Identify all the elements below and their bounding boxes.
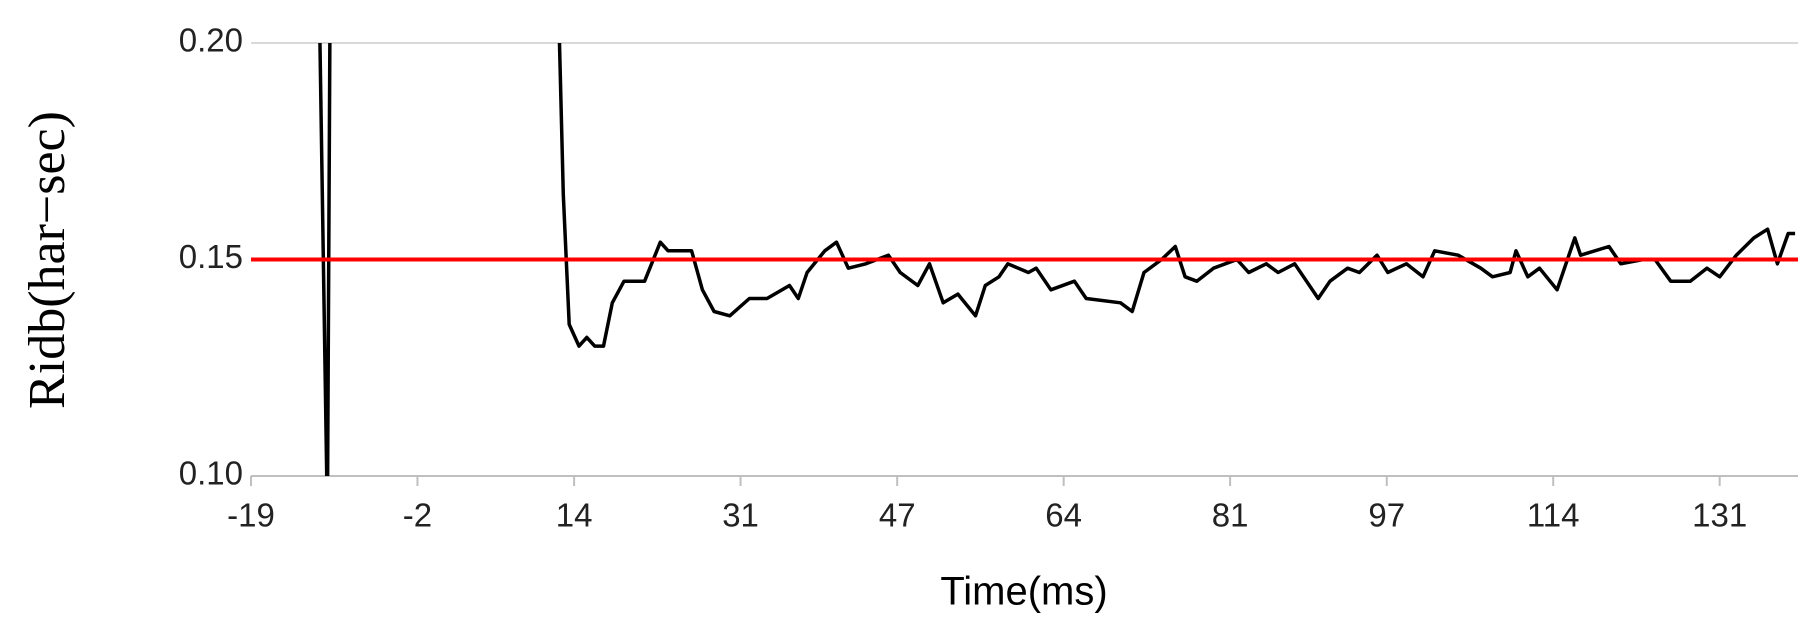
x-tick-label: 97 [1368, 497, 1405, 534]
x-tick-label: 81 [1212, 497, 1249, 534]
x-tick-label: -2 [403, 497, 432, 534]
y-axis-label: Ridb(har−sec) [19, 111, 76, 409]
y-tick-label: 0.15 [179, 238, 243, 275]
x-tick-label: 47 [879, 497, 916, 534]
x-tick-label: 14 [556, 497, 593, 534]
x-axis-label: Time(ms) [940, 570, 1107, 614]
x-tick-label: 64 [1045, 497, 1082, 534]
x-tick-label: 31 [722, 497, 759, 534]
y-tick-label: 0.10 [179, 455, 243, 492]
x-tick-label: -19 [227, 497, 275, 534]
x-tick-label: 114 [1527, 497, 1580, 534]
y-tick-label: 0.20 [179, 22, 243, 59]
x-tick-label: 131 [1692, 497, 1747, 534]
